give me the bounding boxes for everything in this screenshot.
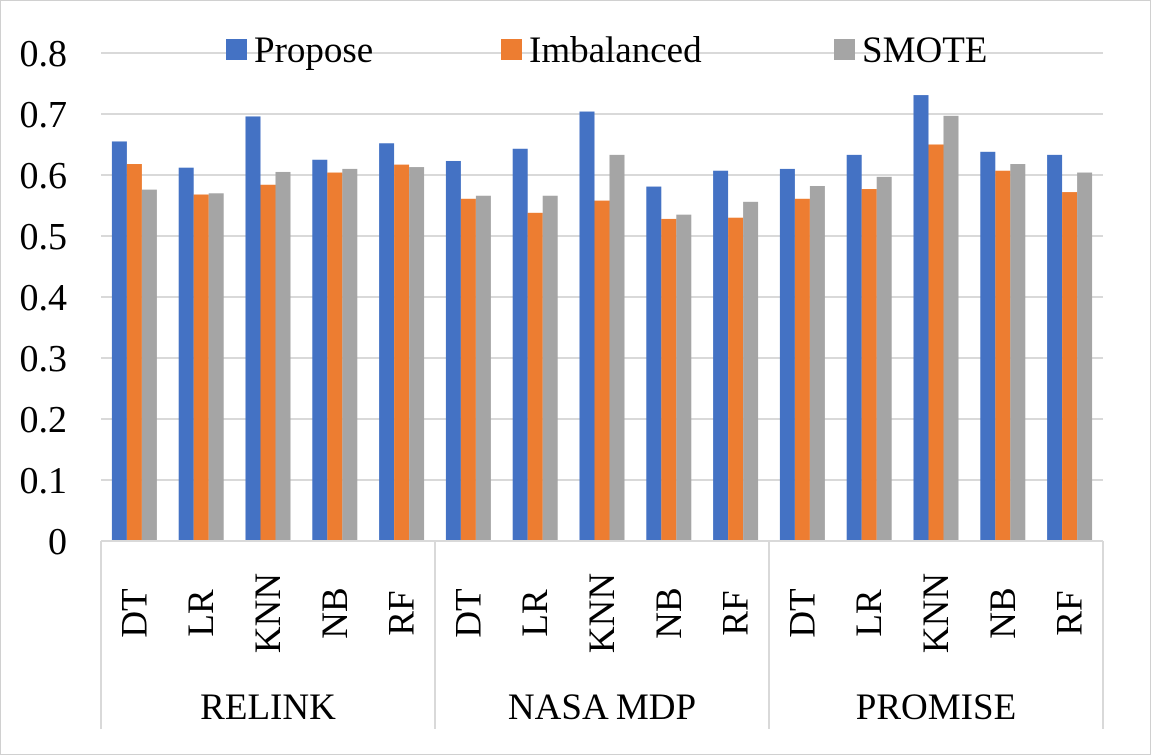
x-category-label: RF [1050, 590, 1091, 635]
x-group-label: NASA MDP [508, 687, 696, 728]
bar-smote-8 [676, 214, 692, 541]
legend-swatch-propose [226, 39, 247, 60]
bar-imbalanced-2 [260, 184, 276, 541]
x-category-label: KNN [582, 573, 623, 653]
bar-imbalanced-4 [394, 164, 410, 541]
x-axis [100, 540, 1104, 729]
x-category-label: NB [315, 587, 356, 638]
bar-smote-7 [609, 154, 625, 541]
y-tick-label: 0.2 [20, 399, 68, 441]
bar-propose-5 [445, 160, 461, 541]
bar-propose-1 [178, 167, 194, 541]
bar-smote-0 [141, 189, 157, 541]
y-tick-label: 0.3 [20, 338, 68, 380]
bar-smote-1 [208, 193, 224, 542]
bar-imbalanced-5 [460, 198, 476, 542]
legend-label-imbalanced: Imbalanced [529, 30, 702, 71]
bar-imbalanced-14 [1062, 192, 1078, 541]
bar-imbalanced-6 [527, 212, 543, 541]
bar-propose-6 [512, 148, 528, 541]
x-category-label: RF [382, 590, 423, 635]
bar-imbalanced-10 [794, 198, 810, 542]
bar-smote-13 [1010, 164, 1026, 541]
x-group-label: RELINK [200, 687, 336, 728]
x-category-labels: DT LR KNN NB RF DT LR KNN NB RF DT LR KNN NB RF RELINK N… [114, 573, 1090, 728]
y-tick-label: 0.8 [20, 33, 68, 75]
legend-label-smote: SMOTE [862, 30, 987, 71]
x-category-label: DT [114, 588, 155, 637]
bar-imbalanced-13 [995, 170, 1011, 542]
bar-smote-6 [542, 195, 558, 542]
x-category-label: KNN [248, 573, 289, 653]
x-category-label: LR [849, 589, 890, 637]
legend-swatch-imbalanced [501, 39, 522, 60]
y-tick-label: 0.5 [20, 216, 68, 258]
bar-imbalanced-9 [728, 217, 744, 541]
bars [111, 95, 1093, 542]
bar-propose-11 [846, 154, 862, 541]
bar-smote-14 [1077, 172, 1093, 541]
y-axis-ticks: 0 0.1 0.2 0.3 0.4 0.5 0.6 0.7 0.8 [20, 33, 68, 563]
bar-smote-9 [743, 201, 759, 541]
bar-propose-4 [379, 143, 395, 541]
legend: Propose Imbalanced SMOTE [226, 30, 987, 71]
bar-propose-0 [111, 141, 127, 541]
bar-imbalanced-3 [327, 172, 343, 541]
x-group-label: PROMISE [856, 687, 1016, 728]
legend-swatch-smote [834, 39, 855, 60]
y-tick-label: 0.1 [20, 460, 68, 502]
bar-propose-9 [713, 170, 729, 542]
bar-imbalanced-11 [861, 189, 877, 541]
bar-smote-10 [809, 185, 825, 542]
x-category-label: LR [515, 589, 556, 637]
bar-propose-13 [980, 151, 996, 541]
bar-smote-3 [342, 168, 358, 541]
bar-propose-8 [646, 186, 662, 541]
x-category-label: NB [649, 587, 690, 638]
x-category-label: RF [716, 590, 757, 635]
y-tick-label: 0.6 [20, 155, 68, 197]
x-category-label: DT [448, 588, 489, 637]
x-category-label: DT [782, 588, 823, 637]
x-category-label: LR [181, 589, 222, 637]
y-tick-label: 0.7 [20, 94, 68, 136]
bar-smote-2 [275, 171, 291, 541]
x-category-label: NB [983, 587, 1024, 638]
bar-smote-12 [943, 115, 959, 541]
bar-imbalanced-8 [661, 218, 677, 542]
bar-imbalanced-12 [928, 144, 944, 541]
bar-smote-11 [876, 176, 892, 541]
bar-imbalanced-0 [126, 164, 142, 541]
bar-imbalanced-1 [193, 194, 209, 541]
bar-propose-14 [1047, 154, 1063, 541]
bar-imbalanced-7 [594, 200, 610, 541]
bar-propose-10 [779, 168, 795, 541]
bar-smote-5 [475, 195, 491, 542]
x-category-label: KNN [916, 573, 957, 653]
bar-propose-12 [913, 95, 929, 541]
legend-label-propose: Propose [254, 30, 373, 71]
bar-propose-7 [579, 111, 595, 541]
y-tick-label: 0.4 [20, 277, 68, 319]
bar-propose-3 [312, 159, 328, 541]
bar-smote-4 [409, 167, 425, 541]
y-tick-label: 0 [48, 521, 67, 563]
bar-propose-2 [245, 116, 261, 541]
